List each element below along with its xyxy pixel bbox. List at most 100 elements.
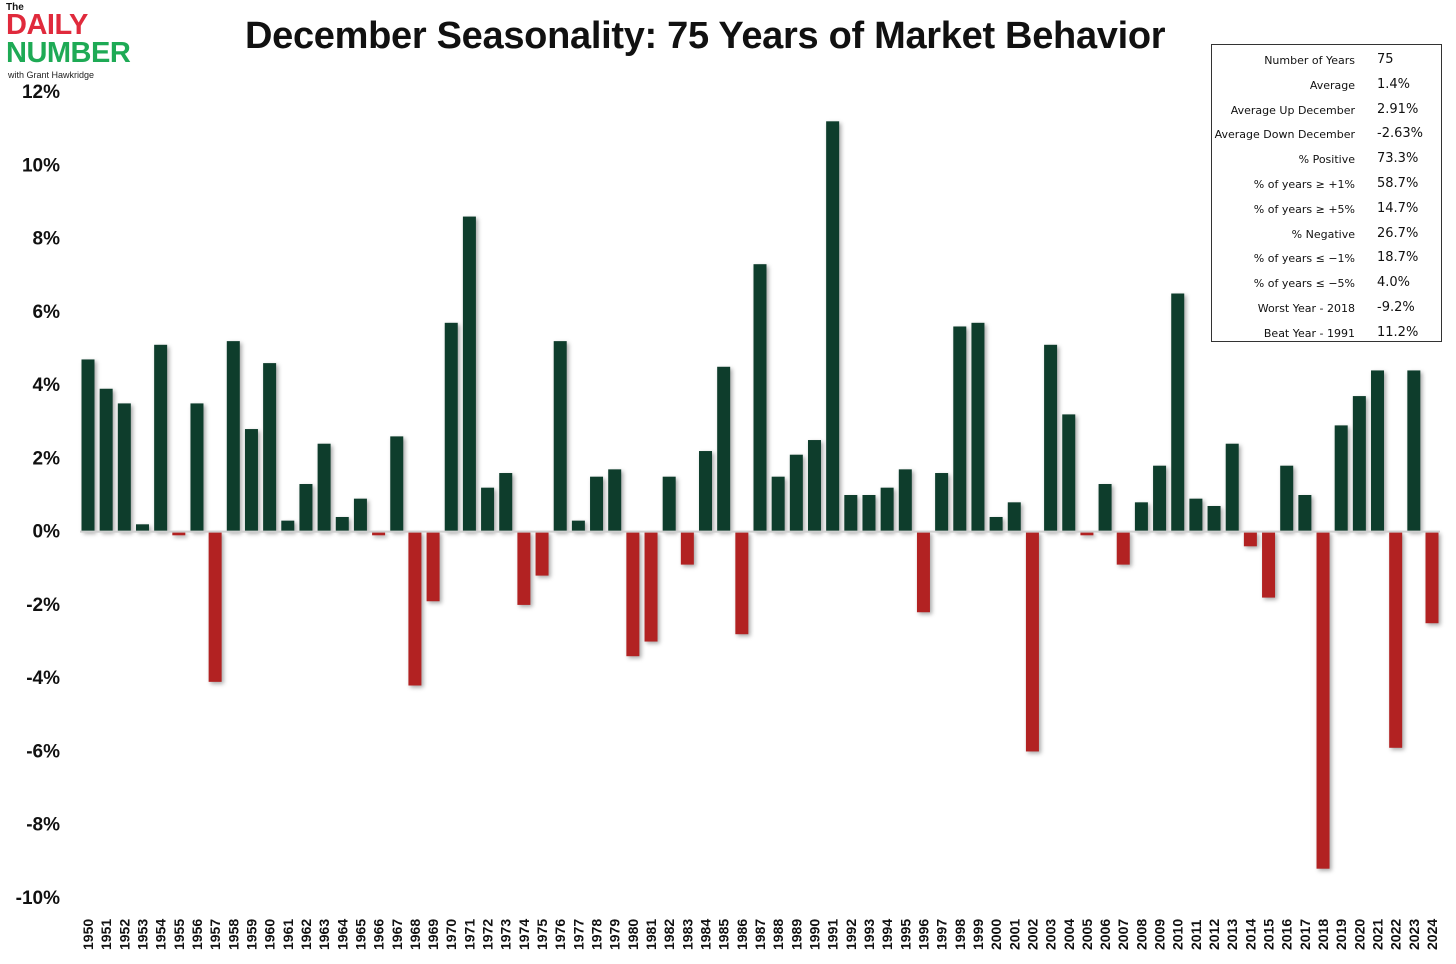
y-tick-label: 2% — [33, 448, 61, 469]
bar-2011 — [1189, 498, 1203, 532]
bar-1995 — [898, 469, 912, 532]
x-tick-label: 2002 — [1024, 919, 1040, 950]
bar-1973 — [499, 473, 513, 532]
x-tick-label: 2013 — [1224, 919, 1240, 950]
x-tick-label: 1987 — [752, 919, 768, 950]
x-tick-label: 1964 — [334, 919, 350, 950]
x-tick-label: 1969 — [425, 919, 441, 950]
stat-value: 18.7% — [1377, 250, 1419, 266]
bar-1984 — [699, 451, 713, 532]
x-tick-label: 1954 — [153, 919, 169, 950]
bar-1964 — [335, 516, 349, 532]
stat-value: 11.2% — [1377, 324, 1419, 340]
x-tick-label: 2004 — [1061, 919, 1077, 950]
x-tick-label: 1958 — [225, 919, 241, 950]
bar-1975 — [535, 531, 549, 576]
x-tick-label: 2016 — [1279, 919, 1295, 950]
stats-table: Number of Years 75 Average 1.4% Average Up D… — [1211, 44, 1442, 342]
stat-row: Average 1.4% — [1212, 72, 1441, 97]
stat-row: % of years ≤ −5% 4.0% — [1212, 270, 1441, 295]
x-tick-label: 1976 — [552, 919, 568, 950]
y-tick-label: 12% — [22, 82, 60, 103]
x-tick-label: 1995 — [897, 919, 913, 950]
x-tick-label: 1963 — [316, 919, 332, 950]
x-tick-label: 1989 — [788, 919, 804, 950]
bar-1954 — [154, 344, 168, 532]
x-tick-label: 2001 — [1006, 919, 1022, 950]
x-tick-label: 1993 — [861, 919, 877, 950]
stat-label: % of years ≥ +5% — [1253, 202, 1355, 216]
bar-1960 — [263, 363, 277, 532]
x-tick-label: 2011 — [1188, 919, 1204, 950]
bar-1994 — [880, 487, 894, 532]
stat-value: 26.7% — [1377, 225, 1419, 241]
stat-value: 1.4% — [1377, 76, 1411, 92]
x-tick-label: 1966 — [371, 919, 387, 950]
bar-1993 — [862, 495, 876, 532]
x-tick-label: 2021 — [1370, 919, 1386, 950]
bar-1957 — [208, 531, 222, 682]
stat-label: % of years ≥ +1% — [1253, 178, 1355, 191]
x-tick-label: 2018 — [1315, 919, 1331, 950]
bar-2014 — [1243, 531, 1257, 547]
x-tick-label: 2015 — [1261, 919, 1277, 950]
x-tick-label: 1982 — [661, 919, 677, 950]
x-tick-label: 2000 — [988, 919, 1004, 950]
x-tick-label: 2003 — [1043, 919, 1059, 950]
bar-1951 — [99, 388, 113, 532]
x-tick-label: 2014 — [1242, 919, 1258, 950]
bar-1985 — [717, 366, 731, 532]
bar-1981 — [644, 531, 658, 642]
bar-1999 — [971, 322, 985, 532]
x-tick-label: 1973 — [498, 919, 514, 950]
y-tick-label: -2% — [26, 595, 60, 616]
x-tick-label: 1983 — [679, 919, 695, 950]
bar-2005 — [1080, 531, 1094, 536]
stat-row: % of years ≤ −1% 18.7% — [1212, 245, 1441, 270]
y-tick-label: 0% — [33, 522, 61, 543]
y-tick-label: -8% — [26, 815, 60, 836]
stat-row: % of years ≥ +5% 14.7% — [1212, 196, 1441, 221]
bar-1967 — [390, 436, 404, 532]
bar-2017 — [1298, 495, 1312, 532]
bar-1952 — [117, 403, 131, 532]
x-tick-label: 2024 — [1424, 919, 1440, 950]
x-tick-label: 1968 — [407, 919, 423, 950]
stat-value: -2.63% — [1377, 126, 1423, 142]
x-tick-label: 1961 — [280, 919, 296, 950]
chart-title: December Seasonality: 75 Years of Market… — [245, 15, 1166, 57]
stat-value: 14.7% — [1377, 200, 1419, 216]
x-tick-label: 1981 — [643, 919, 659, 950]
stat-row: Average Down December -2.63% — [1212, 121, 1441, 146]
bar-1953 — [135, 524, 149, 532]
bar-2013 — [1225, 443, 1239, 532]
bar-2023 — [1407, 370, 1421, 532]
x-tick-label: 1994 — [879, 919, 895, 950]
y-tick-label: 4% — [33, 375, 61, 396]
x-tick-label: 1986 — [734, 919, 750, 950]
bar-2015 — [1262, 531, 1276, 598]
bar-1959 — [244, 429, 258, 532]
logo-number: NUMBER — [6, 37, 131, 69]
stat-row: Beat Year - 1991 11.2% — [1212, 320, 1441, 345]
bar-1990 — [807, 440, 821, 532]
stat-value: 4.0% — [1377, 275, 1411, 291]
x-tick-label: 1997 — [934, 919, 950, 950]
bar-2022 — [1389, 531, 1403, 748]
bar-2002 — [1025, 531, 1039, 752]
bar-1977 — [571, 520, 585, 532]
stat-label: Number of Years — [1264, 54, 1355, 67]
stat-row: Average Up December 2.91% — [1212, 97, 1441, 122]
y-tick-label: 8% — [33, 229, 61, 250]
bar-2006 — [1098, 484, 1112, 532]
stat-row: Number of Years 75 — [1212, 47, 1441, 72]
bar-2001 — [1007, 502, 1021, 532]
x-tick-label: 1996 — [915, 919, 931, 950]
bar-1983 — [680, 531, 694, 565]
stat-label: % Negative — [1291, 227, 1355, 241]
stat-label: Average Down December — [1214, 128, 1355, 142]
bar-1969 — [426, 531, 440, 602]
y-tick-label: -10% — [16, 888, 60, 909]
bar-1971 — [462, 216, 476, 532]
